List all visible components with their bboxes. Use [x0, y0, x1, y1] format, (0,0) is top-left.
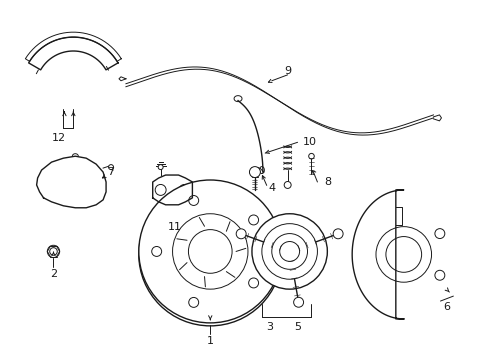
Circle shape	[251, 214, 326, 289]
Polygon shape	[37, 156, 106, 208]
Circle shape	[249, 167, 260, 177]
Circle shape	[179, 184, 189, 195]
Circle shape	[248, 215, 258, 225]
Text: 12: 12	[51, 133, 65, 143]
Circle shape	[188, 297, 198, 307]
Circle shape	[158, 165, 163, 170]
Circle shape	[308, 153, 314, 159]
Circle shape	[50, 248, 57, 255]
Text: 3: 3	[266, 322, 273, 332]
Circle shape	[155, 184, 166, 195]
Circle shape	[248, 278, 258, 288]
Text: 1: 1	[206, 336, 213, 346]
Circle shape	[385, 237, 421, 272]
Circle shape	[47, 245, 60, 258]
Circle shape	[271, 234, 307, 269]
Circle shape	[188, 195, 198, 206]
Circle shape	[434, 229, 444, 239]
Text: 5: 5	[293, 322, 301, 332]
Circle shape	[434, 270, 444, 280]
Text: 4: 4	[268, 183, 275, 193]
Text: 9: 9	[284, 66, 291, 76]
Text: 6: 6	[442, 302, 449, 312]
Circle shape	[375, 227, 431, 282]
Circle shape	[293, 297, 303, 307]
Circle shape	[284, 181, 290, 188]
Circle shape	[172, 214, 247, 289]
Polygon shape	[29, 37, 118, 70]
Circle shape	[139, 180, 281, 323]
Circle shape	[108, 165, 113, 170]
Text: 8: 8	[323, 177, 330, 187]
Circle shape	[236, 229, 245, 239]
Text: 2: 2	[50, 269, 57, 279]
Polygon shape	[152, 175, 192, 205]
Circle shape	[332, 229, 343, 239]
Circle shape	[188, 230, 232, 273]
Circle shape	[151, 247, 162, 256]
Text: 7: 7	[107, 167, 114, 177]
Circle shape	[262, 224, 317, 279]
Circle shape	[139, 183, 281, 326]
Text: 10: 10	[302, 137, 316, 147]
Circle shape	[279, 242, 299, 261]
Polygon shape	[25, 32, 121, 61]
Text: 11: 11	[167, 222, 181, 231]
Polygon shape	[351, 190, 403, 319]
